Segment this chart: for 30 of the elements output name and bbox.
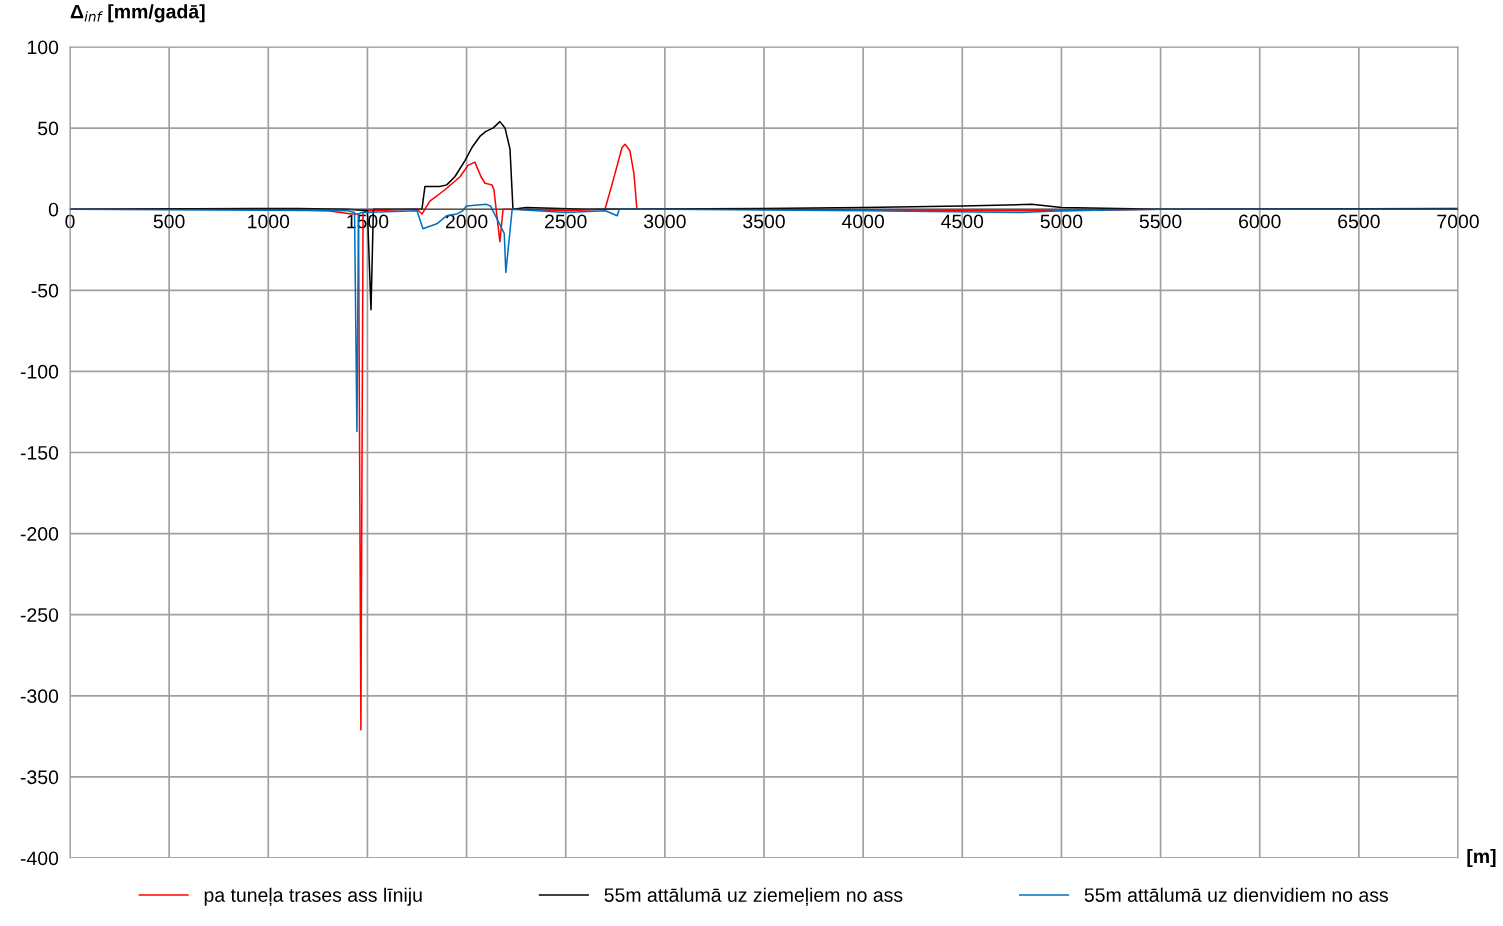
y-tick-label: 100 xyxy=(27,40,59,55)
x-tick-label: 3000 xyxy=(643,214,686,229)
x-tick-label: 500 xyxy=(153,214,185,229)
x-tick-label: 4000 xyxy=(841,214,885,229)
y-tick-label: -150 xyxy=(20,445,59,460)
y-tick-label: -50 xyxy=(31,283,59,298)
legend-label: pa tuneļa trases ass līniju xyxy=(204,887,422,906)
x-tick-label: 0 xyxy=(65,214,75,229)
legend-label: 55m attālumā uz dienvidiem no ass xyxy=(1084,887,1388,902)
x-tick-label: 6500 xyxy=(1338,214,1380,229)
y-tick-label: 0 xyxy=(48,202,59,217)
x-tick-label: 5000 xyxy=(1040,214,1083,229)
y-tick-label: -100 xyxy=(20,364,59,379)
y-tick-label: 50 xyxy=(38,121,59,136)
y-tick-label: -400 xyxy=(20,851,59,866)
x-tick-label: 1000 xyxy=(248,214,290,229)
y-tick-label: -250 xyxy=(20,608,59,622)
y-tick-label: -300 xyxy=(20,689,59,704)
legend-label: 55m attālumā uz ziemeļiem no ass xyxy=(604,887,903,906)
y-axis-title: Δ$_{inf}$ [mm/gadā] xyxy=(70,4,205,23)
x-tick-label: 5500 xyxy=(1139,214,1182,229)
x-tick-label: 3500 xyxy=(743,214,785,229)
y-tick-label: -350 xyxy=(20,770,59,785)
y-tick-label: -200 xyxy=(20,527,59,541)
x-tick-label: 6000 xyxy=(1239,214,1281,229)
x-tick-label: 2500 xyxy=(545,214,587,229)
x-tick-label: 7000 xyxy=(1437,214,1479,229)
x-tick-label: 4500 xyxy=(941,214,984,229)
x-axis-title: [m] xyxy=(1467,848,1496,868)
x-tick-label: 2000 xyxy=(445,214,488,229)
